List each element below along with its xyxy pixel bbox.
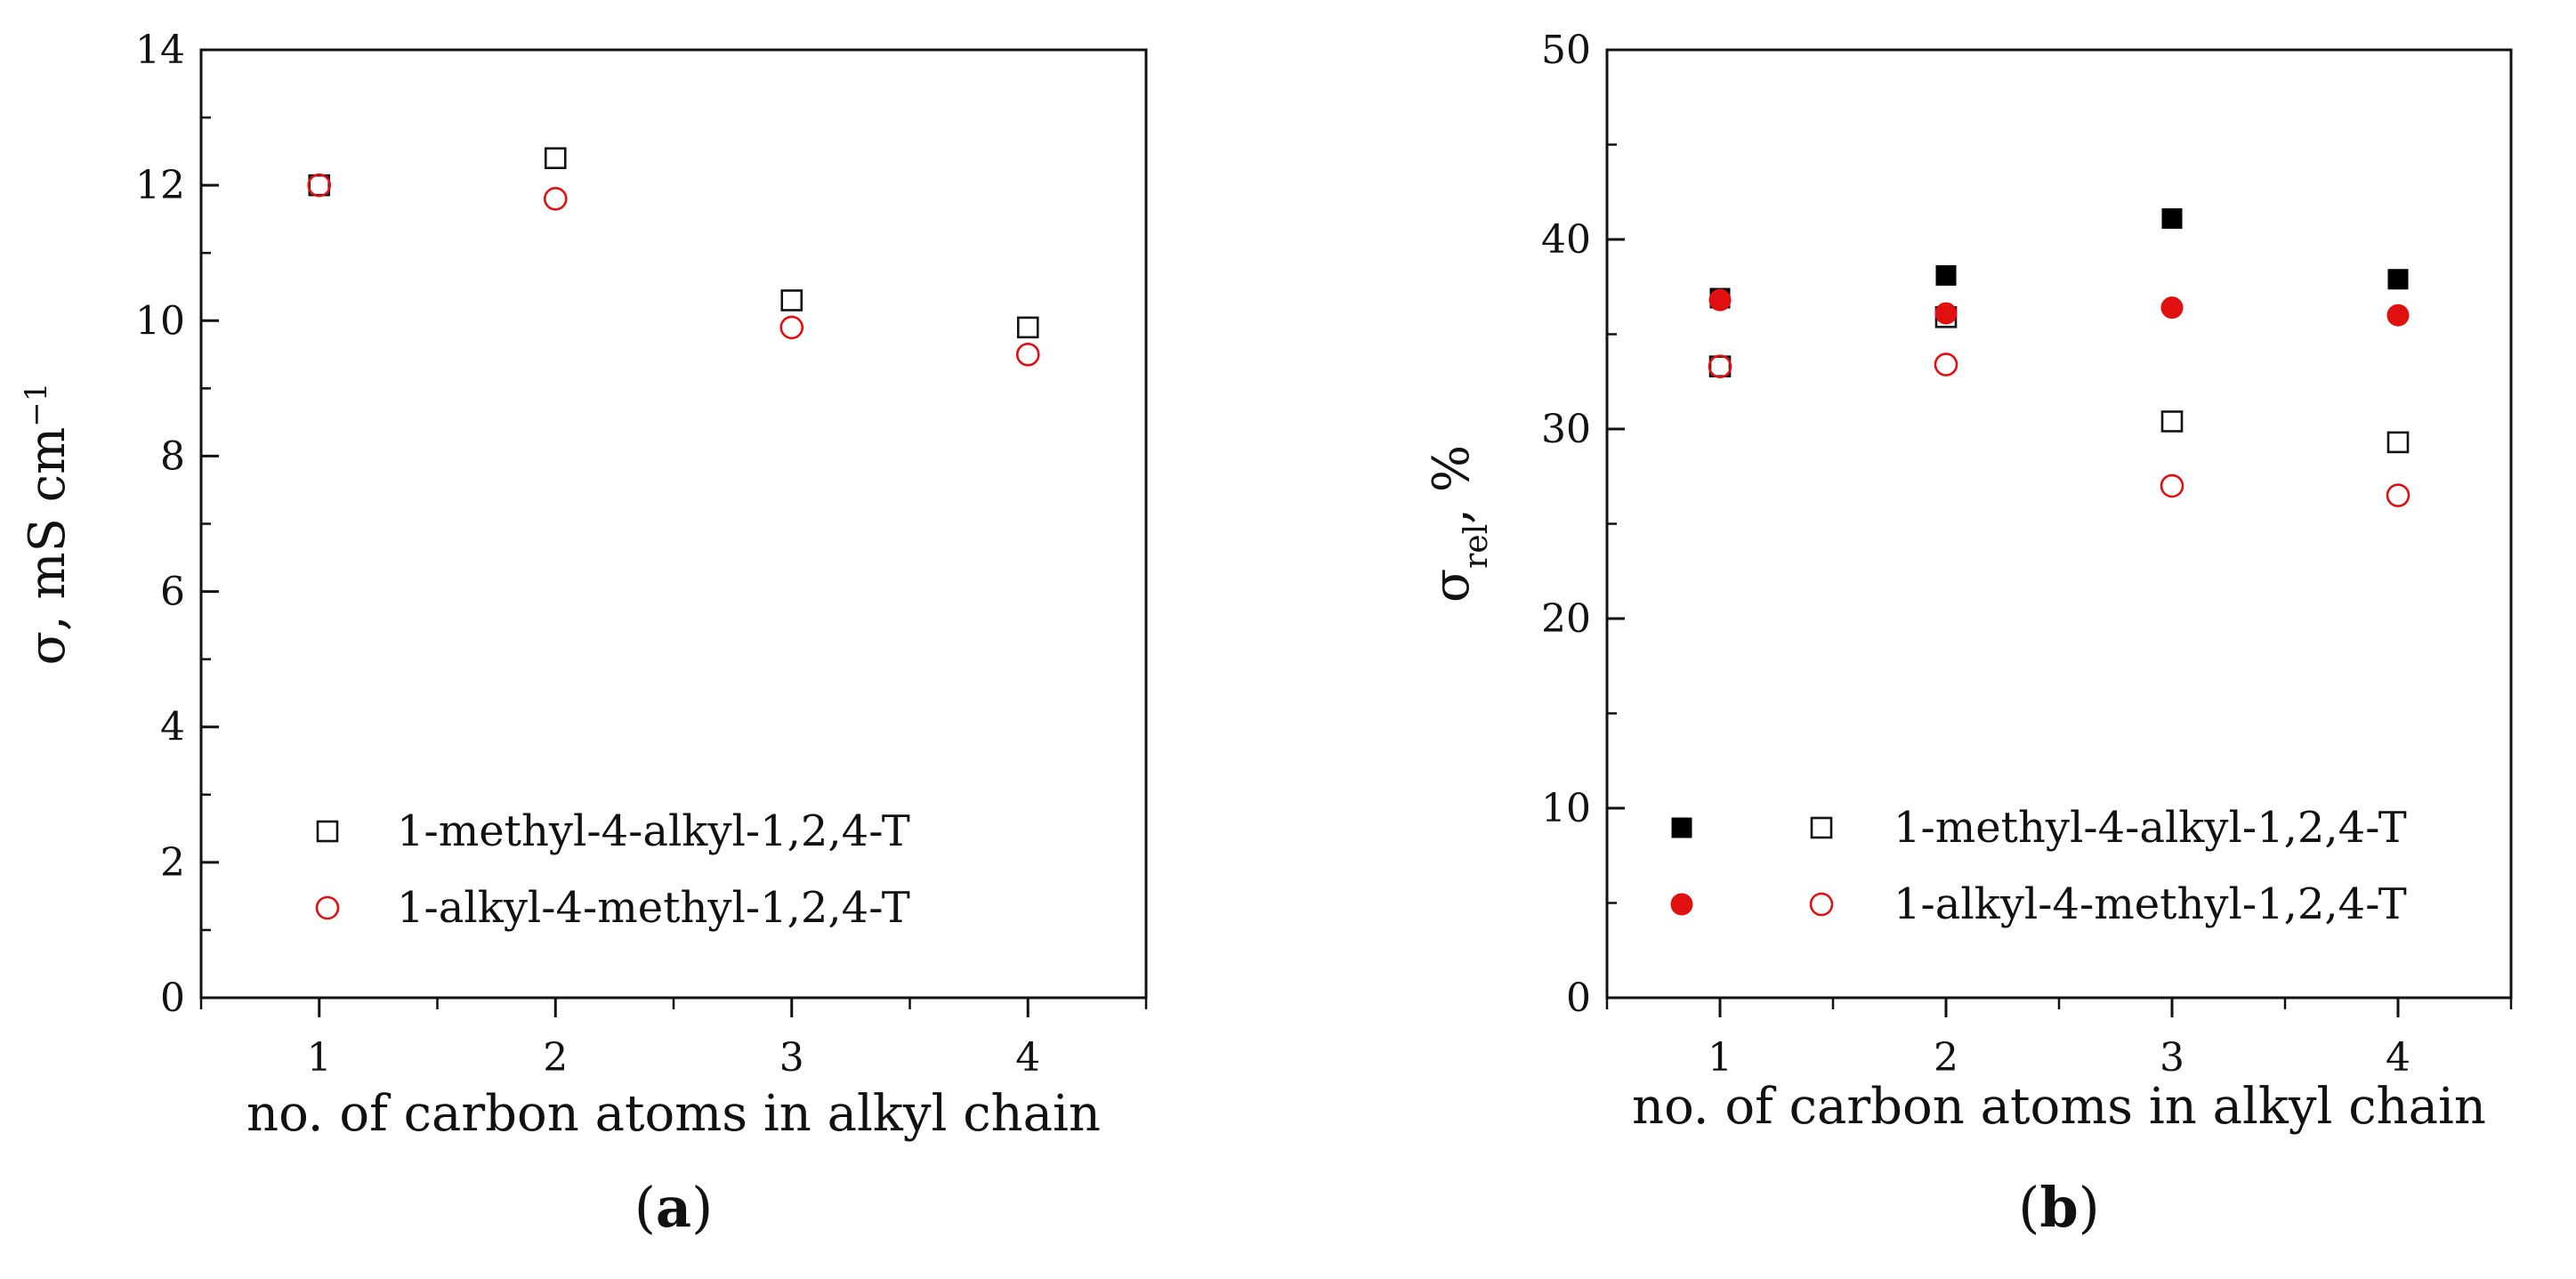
x-tick-label: 1 <box>307 1035 332 1081</box>
panel-label: (b) <box>2018 1175 2100 1240</box>
y-tick-label: 10 <box>1541 786 1591 831</box>
x-tick-label: 2 <box>1934 1035 1958 1081</box>
data-point <box>2387 269 2409 290</box>
data-point <box>1015 343 1040 367</box>
legend: 1-methyl-4-alkyl-1,2,4-T 1-alkyl-4-methyl… <box>315 806 910 933</box>
series-0 <box>1709 208 2409 309</box>
y-tick-label: 50 <box>1541 28 1591 73</box>
data-point <box>1708 354 1732 379</box>
legend-marker <box>1809 892 1834 917</box>
y-tick-label: 6 <box>160 570 185 615</box>
y-tick-label: 2 <box>160 840 185 886</box>
legend: 1-methyl-4-alkyl-1,2,4-T 1-alkyl-4-methyl… <box>1670 803 2407 929</box>
data-point <box>779 315 804 340</box>
series-1 <box>1708 306 2410 454</box>
data-point <box>780 289 803 312</box>
legend-marker <box>316 820 339 843</box>
data-point <box>2386 431 2410 454</box>
series-1 <box>307 173 1040 367</box>
series-2 <box>1708 288 2410 327</box>
x-axis-label: no. of carbon atoms in alkyl chain <box>1632 1078 2486 1136</box>
y-tick-label: 20 <box>1541 596 1591 642</box>
data-point <box>1016 316 1039 339</box>
y-tick-label: 4 <box>160 705 185 750</box>
data-point <box>543 187 568 211</box>
legend-marker <box>1670 893 1693 916</box>
data-point <box>2160 474 2184 498</box>
data-point <box>1934 352 1958 376</box>
y-tick-label: 8 <box>160 433 185 479</box>
data-point <box>2160 296 2184 320</box>
data-point <box>307 173 332 198</box>
x-tick-label: 4 <box>1015 1035 1040 1081</box>
y-axis-label: σ, mS cm−1 <box>19 383 77 666</box>
legend-label: 1-alkyl-4-methyl-1,2,4-T <box>1894 879 2407 929</box>
legend-label: 1-methyl-4-alkyl-1,2,4-T <box>397 806 910 856</box>
y-tick-label: 0 <box>160 975 185 1021</box>
x-tick-label: 1 <box>1708 1035 1732 1081</box>
panel-label: (a) <box>634 1175 714 1240</box>
data-point <box>2386 483 2410 507</box>
data-point <box>1935 264 1957 286</box>
legend-label: 1-methyl-4-alkyl-1,2,4-T <box>1894 803 2407 853</box>
y-tick-label: 30 <box>1541 407 1591 452</box>
plot-frame <box>1605 48 2513 1000</box>
series-3 <box>1708 352 2410 507</box>
data-point <box>2160 410 2184 433</box>
data-point <box>1934 302 1958 325</box>
data-point <box>544 147 567 170</box>
x-tick-label: 3 <box>2160 1035 2184 1081</box>
y-tick-label: 12 <box>135 163 185 208</box>
y-tick-label: 10 <box>135 298 185 344</box>
y-tick-label: 40 <box>1541 217 1591 263</box>
x-tick-label: 3 <box>779 1035 804 1081</box>
chart-panel-b: 0 10 20 30 40 50 1 2 3 4no. of carbon atoms in al… <box>1423 28 2513 1240</box>
data-point <box>2386 304 2410 327</box>
data-point <box>1708 288 1732 312</box>
y-tick-label: 0 <box>1566 975 1591 1021</box>
legend-marker <box>1810 816 1833 839</box>
x-tick-label: 2 <box>543 1035 568 1081</box>
x-tick-label: 4 <box>2386 1035 2410 1081</box>
legend-label: 1-alkyl-4-methyl-1,2,4-T <box>397 883 910 933</box>
legend-marker <box>1671 817 1692 838</box>
y-axis-label: σrel, % <box>1423 445 1495 603</box>
legend-marker <box>315 895 340 920</box>
data-point <box>2161 208 2183 230</box>
y-tick-label: 14 <box>135 28 185 73</box>
series-0 <box>308 147 1039 339</box>
x-axis-label: no. of carbon atoms in alkyl chain <box>246 1085 1101 1143</box>
